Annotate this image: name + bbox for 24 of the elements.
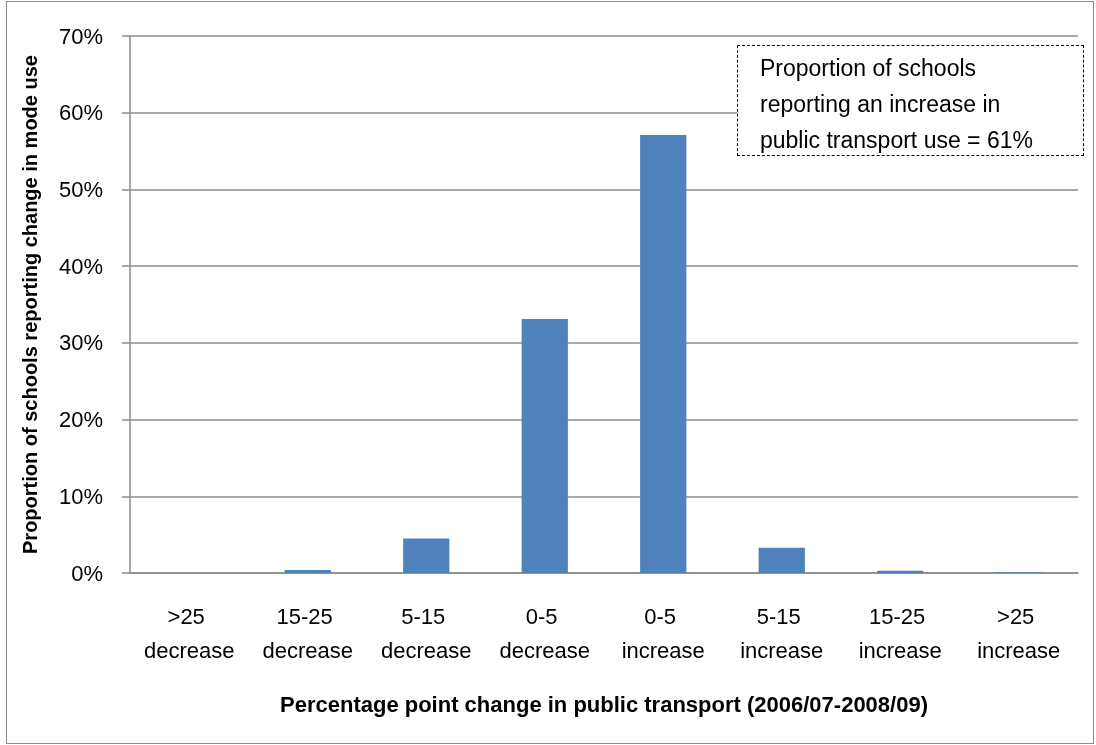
bar (403, 538, 450, 573)
bar (284, 569, 331, 573)
x-tick-label: 15-25 increase (858, 603, 942, 663)
y-tick-label: 20% (58, 407, 103, 433)
annotation: Proportion of schools reporting an increase in public transport use = 61% (760, 54, 1034, 155)
y-tick-label: 40% (58, 253, 103, 279)
bar (758, 547, 805, 573)
y-tick-label: 10% (58, 483, 103, 509)
y-tick-label: 0% (71, 560, 103, 586)
x-tick-label: >25 increase (977, 603, 1061, 663)
x-axis-title: Percentage point change in public transport (2006/07-2008/09) (280, 691, 928, 717)
bar (640, 134, 687, 573)
y-tick-label: 50% (58, 176, 103, 202)
x-tick-label: >25 decrease (143, 603, 235, 663)
bar (521, 319, 568, 573)
x-tick-label: 15-25 decrease (262, 603, 354, 663)
x-tick-label: 0-5 decrease (499, 603, 591, 663)
y-tick-label: 70% (58, 23, 103, 49)
x-tick-label: 5-15 increase (740, 603, 824, 663)
y-axis-title: Proportion of schools reporting change in mode use (19, 55, 41, 554)
x-tick-label: 0-5 increase (621, 603, 705, 663)
x-tick-label: 5-15 decrease (380, 603, 472, 663)
y-tick-label: 60% (58, 100, 103, 126)
y-tick-label: 30% (58, 330, 103, 356)
